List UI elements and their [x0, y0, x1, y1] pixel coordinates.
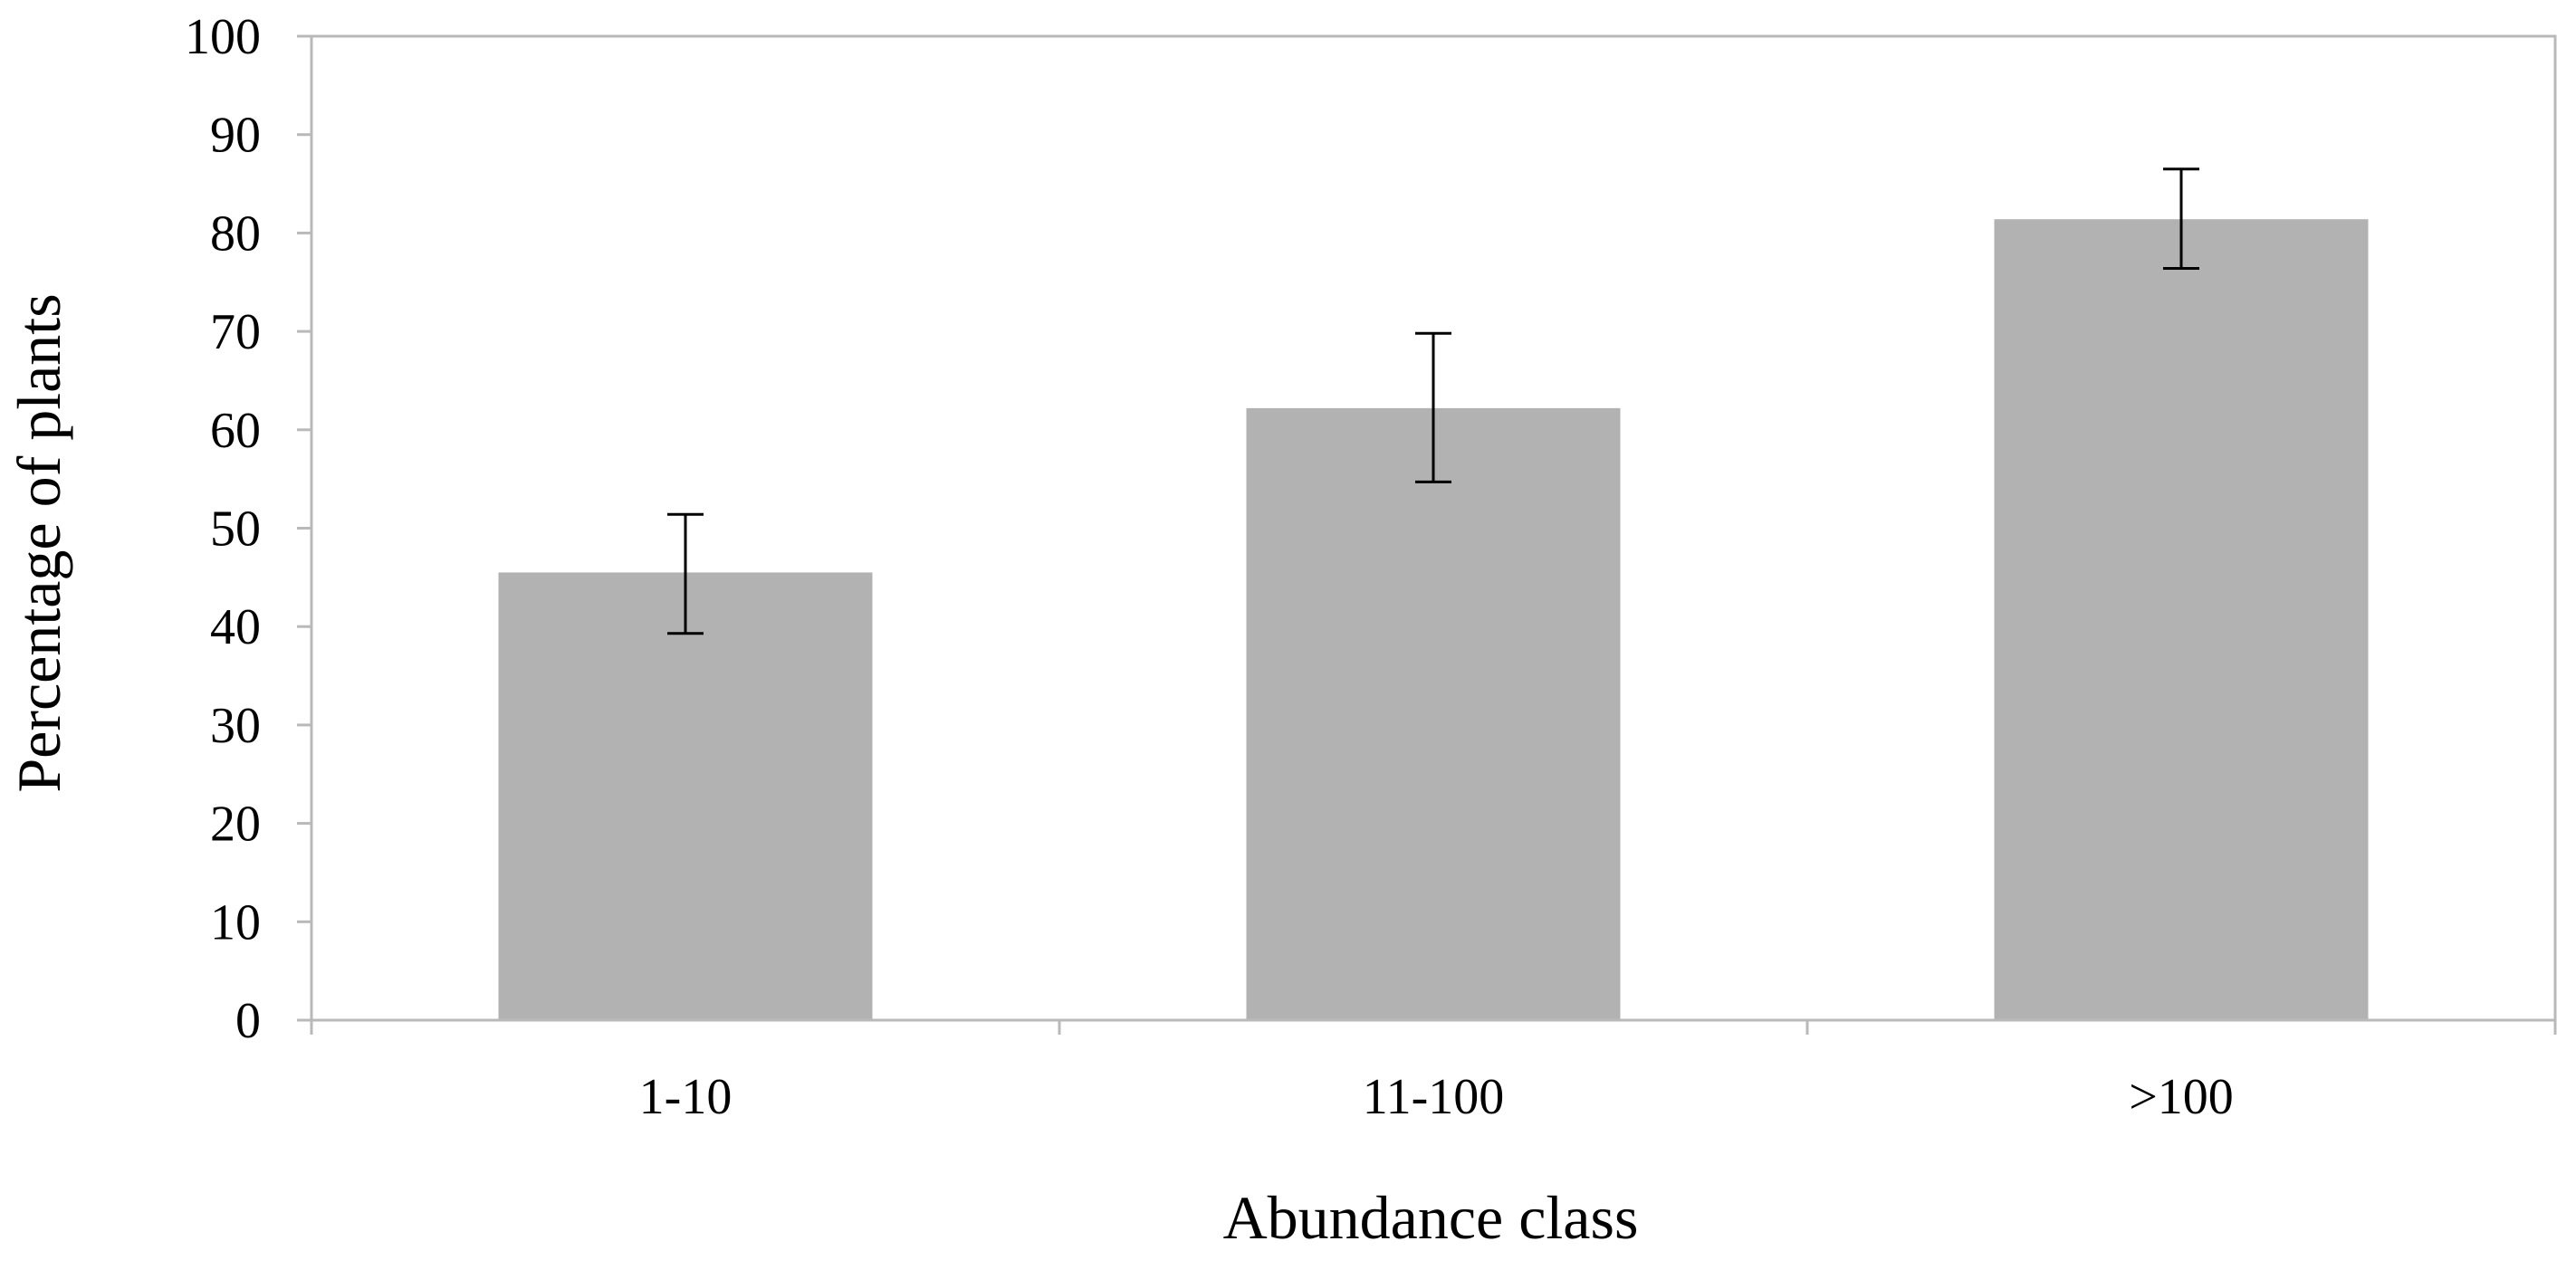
x-tick-label: 1-10: [639, 1069, 733, 1125]
x-axis-title: Abundance class: [1223, 1183, 1639, 1252]
y-tick-label: 100: [185, 9, 261, 65]
y-tick-label: 30: [210, 698, 261, 754]
y-axis: 0 10 20 30 40 50 60 70 80 90 100: [185, 9, 313, 1049]
x-axis: 1-10 11-100 >100: [310, 1018, 2557, 1125]
x-tick-label: 11-100: [1363, 1069, 1505, 1125]
bar: [1246, 407, 1621, 1020]
y-tick-label: 40: [210, 599, 261, 655]
y-tick-label: 70: [210, 304, 261, 360]
bar: [498, 572, 873, 1020]
error-bars-group: [667, 167, 2199, 635]
y-tick-label: 0: [235, 993, 261, 1049]
bars-group: [498, 219, 2369, 1020]
y-tick-label: 80: [210, 205, 261, 262]
x-tick-label: >100: [2129, 1069, 2234, 1125]
y-tick-label: 10: [210, 894, 261, 950]
y-tick-label: 90: [210, 108, 261, 164]
bar: [1994, 219, 2369, 1020]
y-axis-title: Percentage of plants: [5, 293, 73, 792]
y-tick-label: 20: [210, 797, 261, 853]
y-tick-label: 60: [210, 403, 261, 459]
y-tick-label: 50: [210, 501, 261, 558]
